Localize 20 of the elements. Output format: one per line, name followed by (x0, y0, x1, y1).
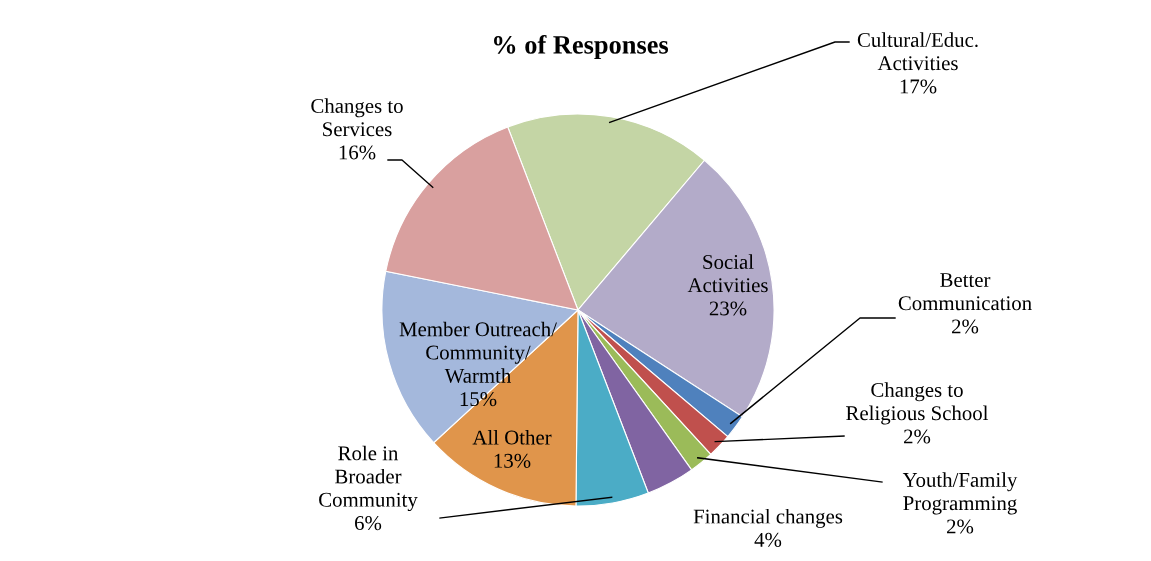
slice-label: Social Activities (687, 254, 768, 293)
slice-label: Role in Broader Community (319, 445, 418, 512)
slice-label: Member Outreach/ Community/ Warmth (399, 321, 557, 383)
data-label: 2% (904, 429, 931, 444)
data-label: 2% (947, 519, 974, 534)
slice-label: Youth/Family Programming (902, 472, 1018, 515)
data-label: 4% (754, 532, 782, 547)
data-label: 16% (339, 145, 376, 160)
data-label: 2% (952, 319, 979, 334)
slice-label: Better Communication (898, 273, 1032, 311)
data-label: 17% (900, 79, 937, 94)
data-label: 13% (494, 453, 531, 468)
data-label: 23% (709, 301, 747, 316)
slice-label: Changes to Religious School (846, 382, 989, 425)
slice-label: Changes to Services (311, 98, 403, 137)
slice-label: Cultural/Educ. Activities (857, 32, 978, 71)
data-label: 6% (355, 516, 382, 531)
chart-title: % of Responses (494, 34, 669, 60)
slice-label: Financial changes (693, 508, 843, 528)
slice-label: All Other (472, 429, 552, 445)
